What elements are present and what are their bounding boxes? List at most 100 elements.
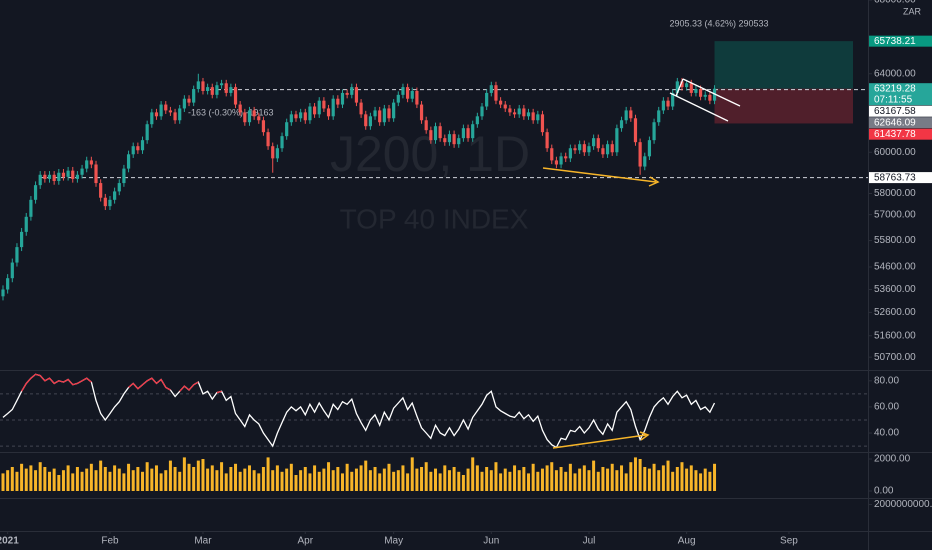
volume-bar — [438, 473, 442, 491]
volume-bar — [461, 475, 465, 491]
candle-body — [410, 90, 414, 99]
candle-body — [536, 114, 540, 121]
candle-body — [20, 231, 24, 248]
candle-body — [182, 98, 186, 109]
candle-body — [1, 289, 5, 297]
volume-bar — [201, 459, 205, 491]
candle-body — [47, 174, 52, 179]
volume-bar — [708, 471, 712, 491]
candle-body — [452, 134, 456, 145]
volume-bar — [131, 470, 135, 491]
volume-bar — [387, 463, 391, 491]
x-tick-label: Mar — [194, 536, 212, 547]
volume-bar — [303, 467, 307, 491]
flag-line — [675, 78, 684, 97]
volume-bar — [89, 463, 93, 491]
volume-bar — [610, 463, 614, 491]
volume-bar — [466, 468, 470, 491]
candle-body — [150, 112, 154, 125]
volume-bar — [475, 465, 479, 491]
volume-bar — [71, 473, 75, 491]
y-tick-label: 80.00 — [874, 375, 899, 386]
x-tick-label: Jul — [583, 536, 596, 547]
volume-bar — [406, 473, 410, 491]
candle-body — [261, 120, 266, 133]
y-tick-label: 60.00 — [874, 402, 899, 413]
candle-body — [471, 124, 475, 139]
candle-body — [331, 98, 335, 117]
candle-body — [224, 83, 228, 93]
volume-bar — [429, 471, 433, 491]
candle-body — [596, 138, 600, 149]
volume-bar — [522, 467, 526, 491]
candle-body — [689, 83, 693, 93]
volume-bar — [699, 473, 703, 491]
candle-body — [466, 128, 470, 139]
price-tag — [869, 117, 932, 129]
candle-body — [671, 92, 675, 107]
volume-bar — [503, 468, 507, 491]
volume-bar — [345, 463, 349, 491]
volume-bar — [368, 470, 372, 491]
y-tick-label: 57000.00 — [874, 209, 916, 220]
candle-body — [326, 108, 331, 117]
volume-bar — [606, 468, 610, 491]
volume-bar — [43, 467, 47, 491]
candle-body — [80, 168, 84, 175]
candle-body — [285, 122, 289, 137]
volume-bar — [327, 462, 331, 491]
candle-body — [508, 108, 512, 113]
volume-bar — [220, 462, 224, 491]
volume-bar — [210, 465, 214, 491]
volume-bar — [489, 470, 493, 491]
candle-body — [359, 102, 363, 115]
candle-body — [624, 110, 628, 121]
candle-body — [382, 108, 386, 123]
volume-bar — [434, 468, 437, 491]
y-tick-label: 64000.00 — [874, 68, 916, 79]
volume-bar — [80, 471, 84, 491]
volume-bar — [643, 467, 647, 491]
x-tick-label: Feb — [101, 536, 119, 547]
volume-bar — [117, 468, 121, 491]
candle-body — [354, 87, 359, 103]
volume-bar — [392, 471, 396, 491]
candle-body — [178, 108, 182, 121]
drawings — [542, 78, 741, 449]
candle-body — [303, 112, 307, 121]
volume-bar — [29, 465, 33, 491]
volume-bar — [638, 459, 642, 491]
candle-body — [578, 144, 582, 151]
volume-bar — [15, 471, 19, 491]
volume-bar — [685, 468, 689, 491]
volume-bar — [550, 462, 554, 491]
candle-body — [173, 112, 177, 121]
candle-body — [392, 102, 396, 119]
volume-bar — [508, 471, 512, 491]
candle-body — [480, 106, 484, 117]
volume-bar — [364, 460, 368, 491]
y-tick-label: 58000.00 — [874, 188, 916, 199]
price-tag — [869, 128, 932, 140]
candle-body — [666, 100, 670, 107]
x-tick-label: Jun — [483, 536, 499, 547]
volume-bar — [206, 468, 210, 491]
price-tag-label: 61437.78 — [874, 129, 916, 140]
candle-body — [6, 278, 10, 290]
y-tick-label: 55800.00 — [874, 235, 916, 246]
volume-bar — [596, 471, 600, 491]
candle-body — [350, 87, 354, 95]
candle-body — [238, 104, 242, 113]
volume-bar — [178, 471, 182, 491]
rsi-divergence-arrow — [552, 434, 647, 449]
candle-body — [396, 94, 400, 103]
candle-body — [206, 87, 210, 91]
volume-bar — [150, 468, 154, 491]
volume-bar — [168, 460, 172, 491]
stop-zone — [714, 88, 853, 124]
volume-bar — [675, 467, 679, 491]
volume-bar — [420, 467, 424, 491]
rsi-overbought — [128, 377, 171, 391]
candle-body — [540, 114, 545, 133]
